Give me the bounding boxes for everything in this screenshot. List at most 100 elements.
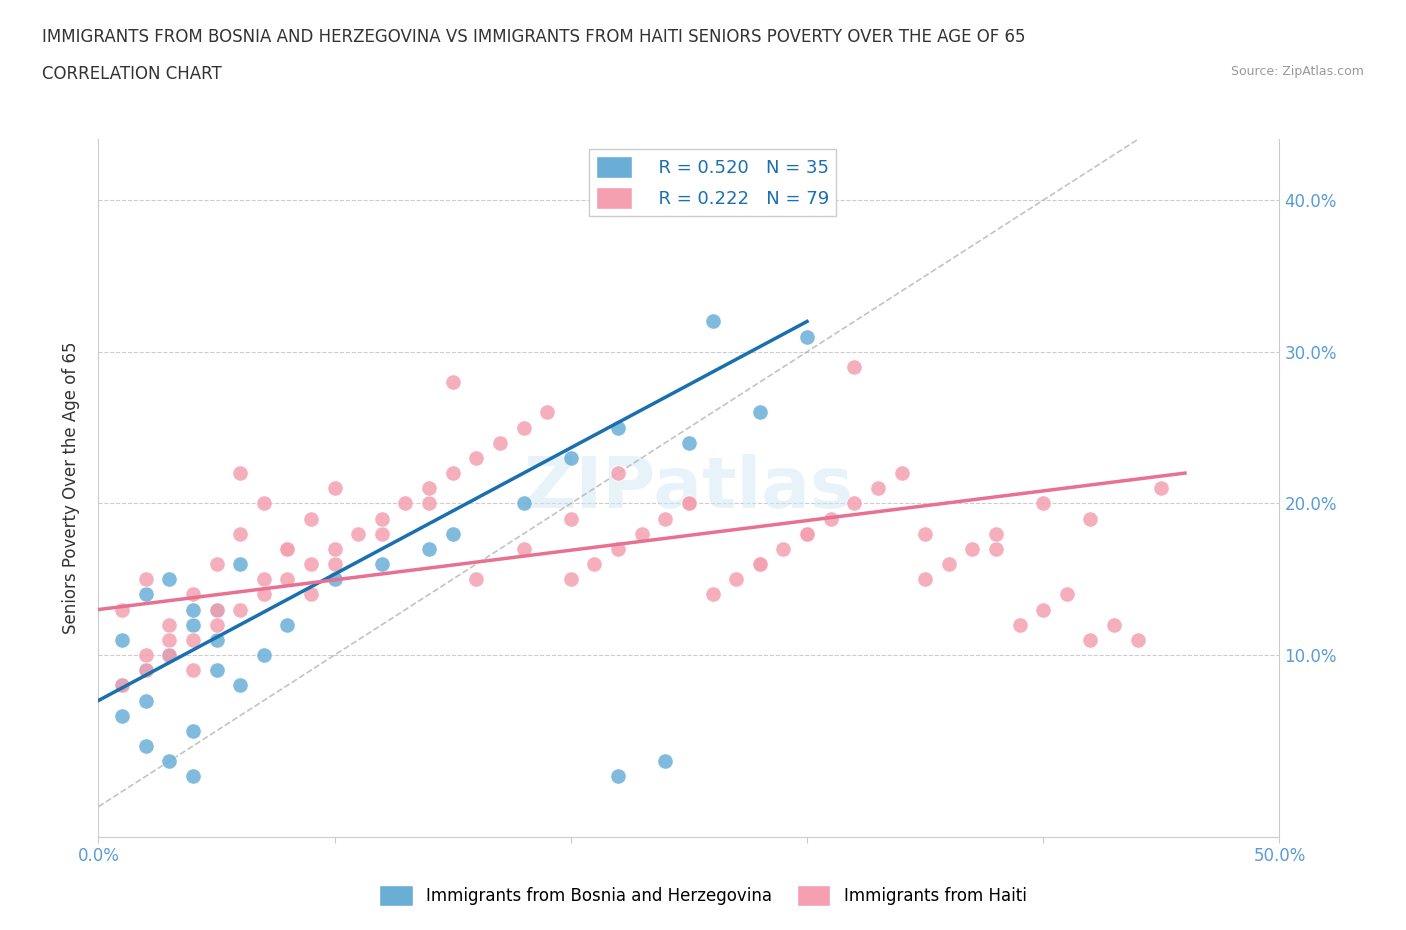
- Point: [678, 496, 700, 511]
- Legend:   R = 0.520   N = 35,   R = 0.222   N = 79: R = 0.520 N = 35, R = 0.222 N = 79: [589, 149, 837, 216]
- Point: [111, 632, 134, 647]
- Point: [323, 572, 346, 587]
- Point: [678, 496, 700, 511]
- Point: [347, 526, 370, 541]
- Point: [984, 526, 1007, 541]
- Point: [560, 572, 582, 587]
- Point: [418, 541, 440, 556]
- Point: [1056, 587, 1078, 602]
- Point: [229, 526, 252, 541]
- Text: CORRELATION CHART: CORRELATION CHART: [42, 65, 222, 83]
- Point: [135, 587, 157, 602]
- Point: [229, 602, 252, 617]
- Point: [157, 753, 180, 768]
- Point: [866, 481, 889, 496]
- Point: [702, 587, 724, 602]
- Point: [607, 466, 630, 481]
- Point: [181, 632, 204, 647]
- Point: [654, 512, 676, 526]
- Point: [630, 526, 652, 541]
- Point: [512, 541, 534, 556]
- Point: [844, 360, 866, 375]
- Point: [181, 663, 204, 678]
- Point: [229, 678, 252, 693]
- Text: Source: ZipAtlas.com: Source: ZipAtlas.com: [1230, 65, 1364, 78]
- Point: [465, 450, 488, 465]
- Point: [441, 526, 464, 541]
- Point: [276, 541, 298, 556]
- Point: [323, 541, 346, 556]
- Point: [181, 724, 204, 738]
- Point: [607, 420, 630, 435]
- Point: [725, 572, 748, 587]
- Text: ZIPatlas: ZIPatlas: [524, 454, 853, 523]
- Point: [371, 512, 394, 526]
- Point: [157, 647, 180, 662]
- Point: [607, 541, 630, 556]
- Point: [748, 557, 770, 572]
- Point: [536, 405, 558, 419]
- Point: [748, 557, 770, 572]
- Point: [441, 466, 464, 481]
- Point: [678, 435, 700, 450]
- Point: [111, 602, 134, 617]
- Point: [796, 526, 818, 541]
- Text: IMMIGRANTS FROM BOSNIA AND HERZEGOVINA VS IMMIGRANTS FROM HAITI SENIORS POVERTY : IMMIGRANTS FROM BOSNIA AND HERZEGOVINA V…: [42, 28, 1026, 46]
- Point: [299, 557, 322, 572]
- Point: [371, 557, 394, 572]
- Point: [205, 663, 228, 678]
- Point: [181, 618, 204, 632]
- Point: [157, 647, 180, 662]
- Point: [323, 481, 346, 496]
- Point: [418, 481, 440, 496]
- Point: [229, 557, 252, 572]
- Point: [1080, 632, 1102, 647]
- Point: [253, 572, 276, 587]
- Point: [962, 541, 984, 556]
- Point: [181, 587, 204, 602]
- Point: [157, 572, 180, 587]
- Point: [1032, 496, 1054, 511]
- Point: [111, 678, 134, 693]
- Point: [394, 496, 416, 511]
- Point: [111, 709, 134, 724]
- Point: [512, 496, 534, 511]
- Point: [914, 572, 936, 587]
- Point: [772, 541, 794, 556]
- Point: [583, 557, 606, 572]
- Point: [323, 557, 346, 572]
- Point: [1080, 512, 1102, 526]
- Point: [796, 526, 818, 541]
- Point: [253, 587, 276, 602]
- Point: [820, 512, 842, 526]
- Point: [1032, 602, 1054, 617]
- Point: [560, 512, 582, 526]
- Point: [890, 466, 912, 481]
- Point: [489, 435, 512, 450]
- Point: [299, 512, 322, 526]
- Point: [844, 496, 866, 511]
- Point: [135, 738, 157, 753]
- Point: [157, 632, 180, 647]
- Point: [205, 602, 228, 617]
- Point: [796, 329, 818, 344]
- Point: [157, 618, 180, 632]
- Point: [914, 526, 936, 541]
- Point: [1102, 618, 1125, 632]
- Point: [748, 405, 770, 419]
- Legend: Immigrants from Bosnia and Herzegovina, Immigrants from Haiti: Immigrants from Bosnia and Herzegovina, …: [373, 879, 1033, 912]
- Point: [253, 496, 276, 511]
- Point: [607, 769, 630, 784]
- Point: [135, 663, 157, 678]
- Point: [654, 753, 676, 768]
- Point: [512, 420, 534, 435]
- Point: [702, 314, 724, 329]
- Point: [135, 572, 157, 587]
- Point: [229, 466, 252, 481]
- Point: [181, 769, 204, 784]
- Point: [276, 572, 298, 587]
- Point: [253, 647, 276, 662]
- Point: [111, 678, 134, 693]
- Point: [205, 602, 228, 617]
- Point: [135, 663, 157, 678]
